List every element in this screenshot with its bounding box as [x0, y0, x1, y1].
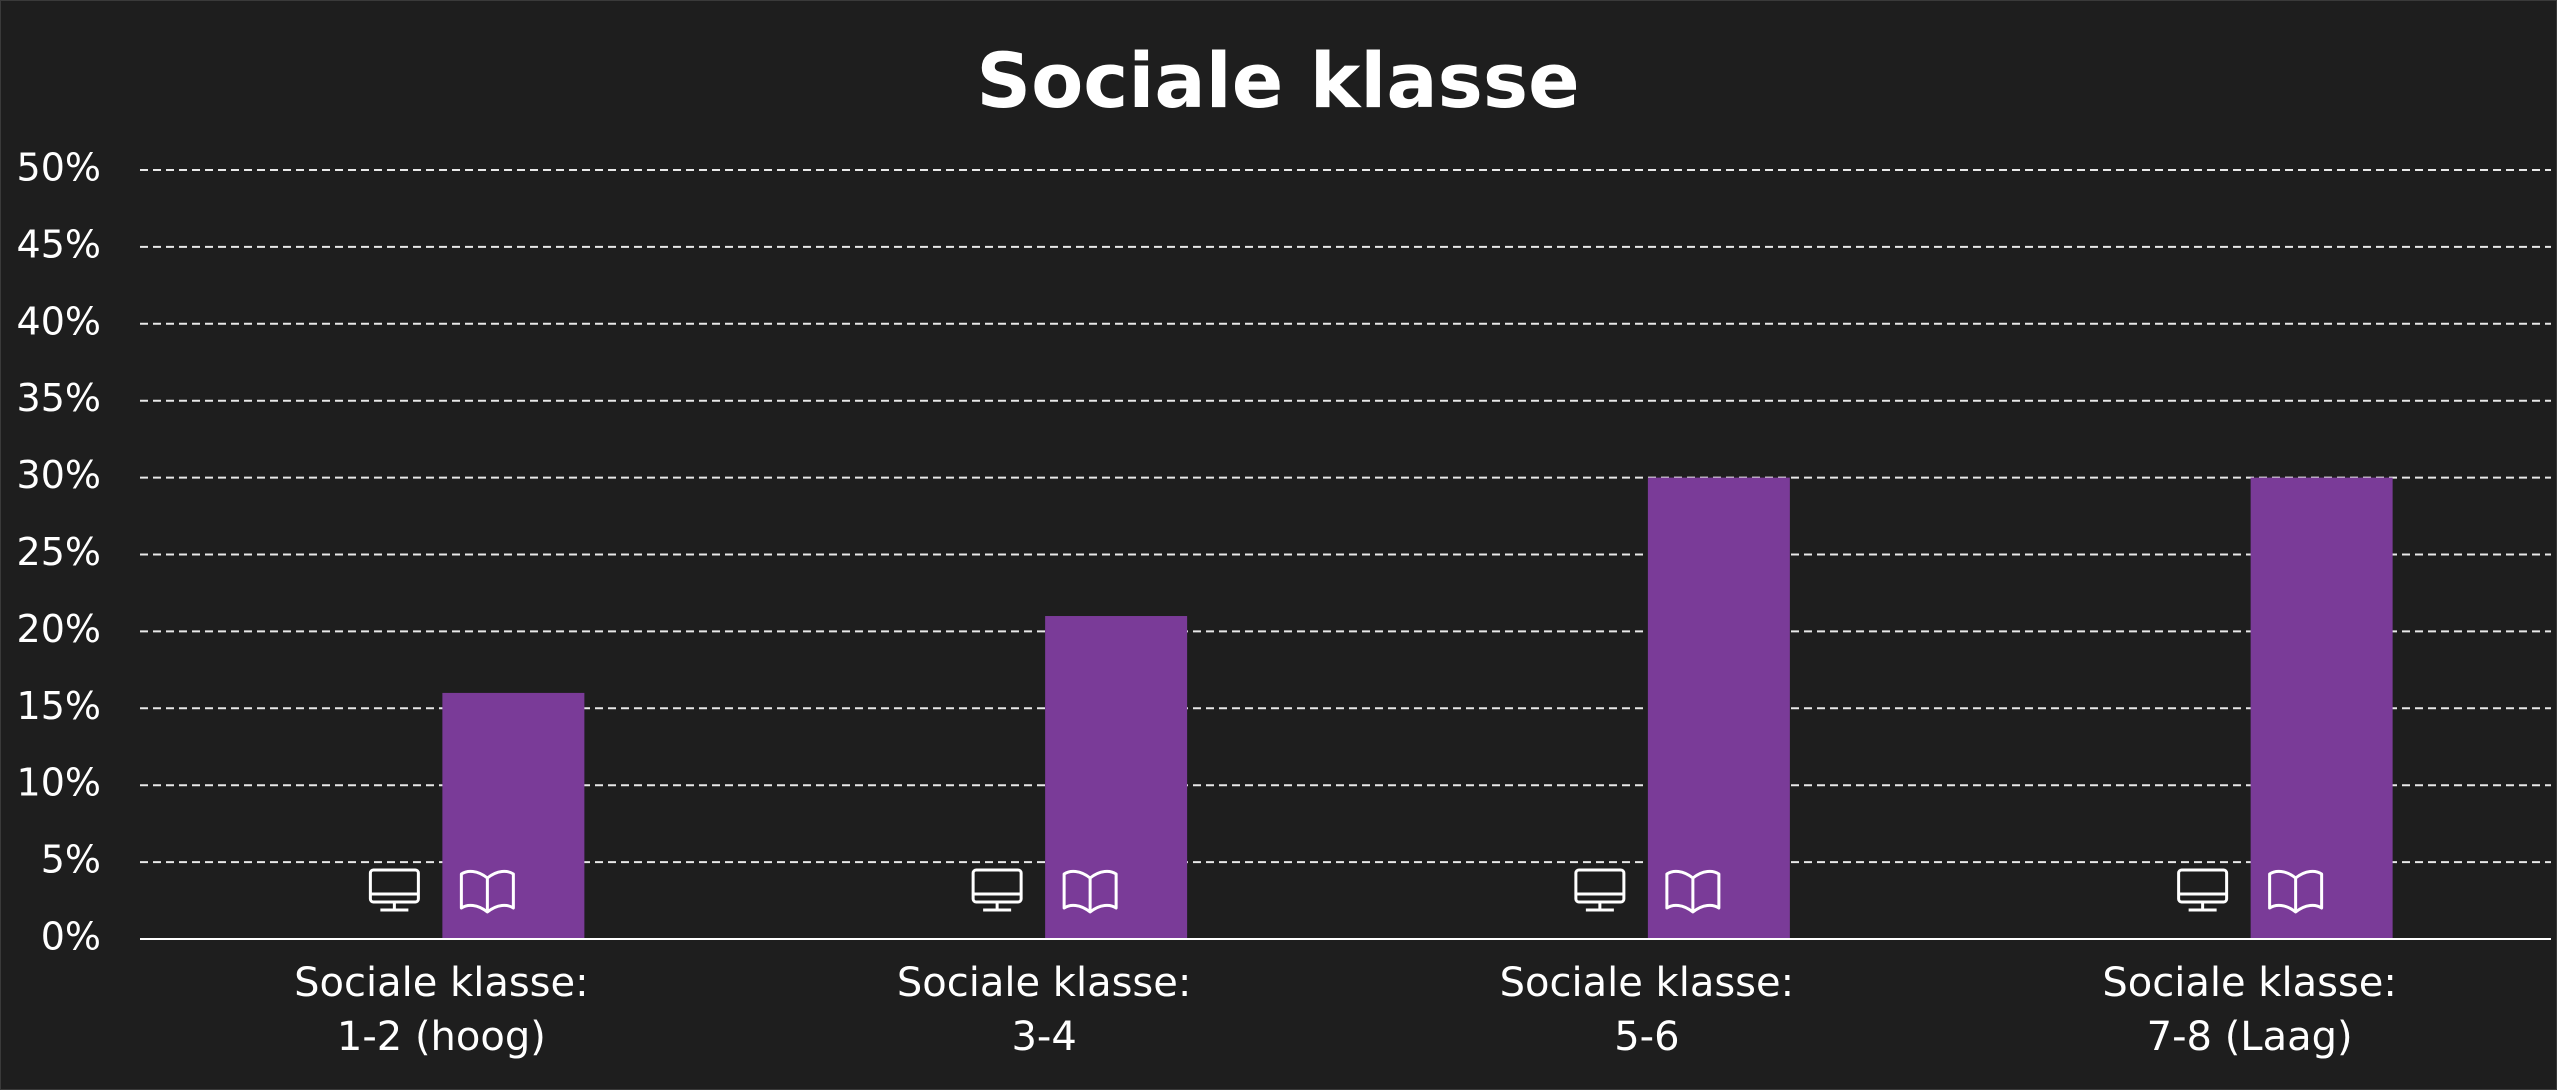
book-icon: [2268, 869, 2324, 914]
x-tick-label: Sociale klasse:: [1500, 960, 1794, 1006]
icons: [2177, 868, 2324, 914]
y-tick-label: 20%: [17, 607, 101, 651]
x-tick-label: 7-8 (Laag): [2147, 1014, 2353, 1060]
x-tick-label: Sociale klasse:: [294, 960, 588, 1006]
y-tick-label: 30%: [17, 453, 101, 497]
book-icon: [459, 869, 515, 914]
x-tick-label: 5-6: [1614, 1014, 1679, 1060]
x-tick-label: 3-4: [1011, 1014, 1076, 1060]
y-tick-label: 50%: [17, 146, 101, 190]
bar: [2250, 477, 2393, 939]
y-tick-label: 40%: [17, 299, 101, 343]
x-tick-label: Sociale klasse:: [897, 960, 1191, 1006]
y-tick-label: 15%: [17, 684, 101, 728]
x-tick-label: 1-2 (hoog): [337, 1014, 546, 1060]
icons: [1574, 868, 1721, 914]
bar: [1647, 477, 1790, 939]
book-icon: [1062, 869, 1118, 914]
y-tick-label: 10%: [17, 761, 101, 805]
book-icon: [1665, 869, 1721, 914]
y-tick-label: 5%: [41, 838, 101, 882]
chart-title: Sociale klasse: [976, 36, 1579, 125]
y-tick-label: 45%: [17, 222, 101, 266]
x-tick-label: Sociale klasse:: [2102, 960, 2396, 1006]
icons: [368, 868, 515, 914]
y-tick-label: 35%: [17, 376, 101, 420]
y-tick-label: 25%: [17, 530, 101, 574]
y-tick-label: 0%: [41, 915, 101, 959]
icons: [971, 868, 1118, 914]
